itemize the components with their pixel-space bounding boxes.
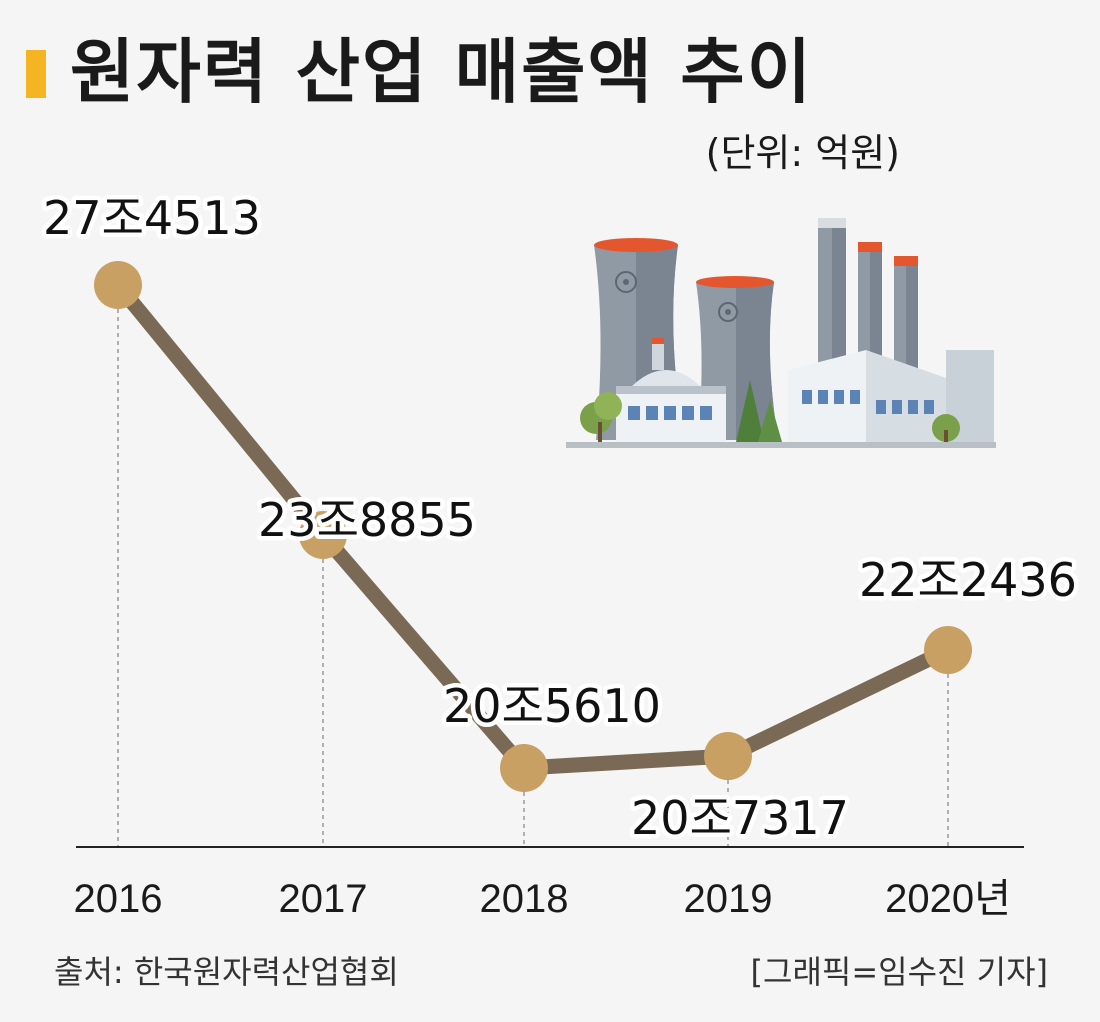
x-tick-label-1: 2017 (279, 877, 368, 921)
x-tick-label-2: 2018 (480, 877, 569, 921)
x-tick-label-4: 2020년 (885, 877, 1011, 921)
data-label-0: 27조4513 (43, 191, 261, 245)
x-tick-label-3: 2019 (684, 877, 773, 921)
unit-label: (단위: 억원) (705, 131, 900, 175)
data-point-3 (704, 732, 752, 781)
x-tick-label-0: 2016 (74, 877, 163, 921)
data-point-2 (500, 744, 548, 792)
source-note: 출처: 한국원자력산업협회 (54, 953, 399, 991)
data-point-0 (94, 261, 142, 309)
data-label-4: 22조2436 (859, 553, 1077, 607)
graphic-credit: [그래픽=임수진 기자] (750, 953, 1048, 991)
data-label-2: 20조5610 (443, 679, 661, 733)
data-point-1 (299, 510, 347, 559)
chart-title: 원자력 산업 매출액 추이 (70, 31, 814, 113)
nuclear-power-plant-icon (566, 218, 996, 448)
data-point-4 (924, 626, 972, 675)
data-label-3: 20조7317 (631, 791, 849, 845)
title-accent-bar (26, 50, 46, 98)
data-label-1: 23조8855 (258, 493, 476, 547)
